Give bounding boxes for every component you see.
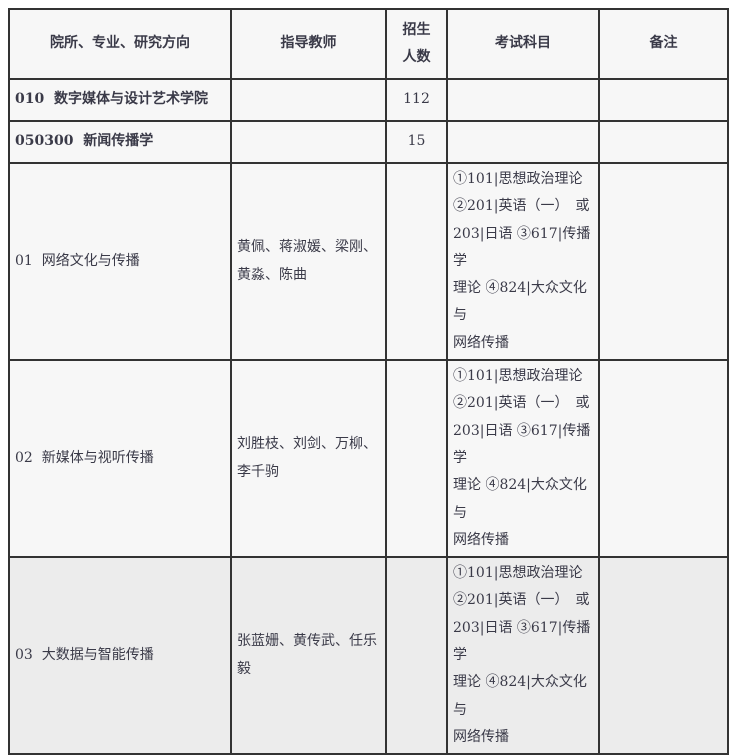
table-row-direction-03: 03 大数据与智能传播 张蓝姗、黄传武、任乐 毅 ①101|思想政治理论 ②20… xyxy=(8,556,729,755)
cell-remarks xyxy=(598,120,729,164)
cell-advisors: 刘胜枝、刘剑、万柳、 李千驹 xyxy=(230,359,387,559)
cell-direction: 03 大数据与智能传播 xyxy=(8,556,232,755)
cell-subjects: ①101|思想政治理论 ②201|英语（一） 或 203|日语 ③617|传播学… xyxy=(446,556,600,755)
cell-enrollment: 15 xyxy=(385,120,448,164)
cell-enrollment xyxy=(385,161,448,362)
cell-enrollment xyxy=(385,359,448,559)
header-enrollment: 招生 人数 xyxy=(385,8,448,80)
cell-direction: 01 网络文化与传播 xyxy=(8,161,232,362)
cell-enrollment xyxy=(385,556,448,755)
admissions-table: 院所、专业、研究方向 指导教师 招生 人数 考试科目 备注 010 数字媒体与设… xyxy=(8,8,729,755)
cell-direction: 010 数字媒体与设计艺术学院 xyxy=(8,78,232,122)
table-row-direction-02: 02 新媒体与视听传播 刘胜枝、刘剑、万柳、 李千驹 ①101|思想政治理论 ②… xyxy=(8,359,729,559)
header-subjects: 考试科目 xyxy=(446,8,600,80)
cell-remarks xyxy=(598,556,729,755)
cell-direction: 02 新媒体与视听传播 xyxy=(8,359,232,559)
cell-advisors: 黄佩、蒋淑媛、梁刚、 黄淼、陈曲 xyxy=(230,161,387,362)
cell-subjects: ①101|思想政治理论 ②201|英语（一） 或 203|日语 ③617|传播学… xyxy=(446,161,600,362)
cell-advisors: 张蓝姗、黄传武、任乐 毅 xyxy=(230,556,387,755)
cell-remarks xyxy=(598,161,729,362)
cell-subjects xyxy=(446,78,600,122)
cell-subjects: ①101|思想政治理论 ②201|英语（一） 或 203|日语 ③617|传播学… xyxy=(446,359,600,559)
table-header-row: 院所、专业、研究方向 指导教师 招生 人数 考试科目 备注 xyxy=(8,8,729,80)
cell-advisors xyxy=(230,120,387,164)
cell-remarks xyxy=(598,78,729,122)
header-remarks: 备注 xyxy=(598,8,729,80)
page-background: 院所、专业、研究方向 指导教师 招生 人数 考试科目 备注 010 数字媒体与设… xyxy=(8,8,729,755)
header-advisors: 指导教师 xyxy=(230,8,387,80)
table-row-direction-01: 01 网络文化与传播 黄佩、蒋淑媛、梁刚、 黄淼、陈曲 ①101|思想政治理论 … xyxy=(8,161,729,362)
cell-enrollment: 112 xyxy=(385,78,448,122)
table-row-institute: 010 数字媒体与设计艺术学院 112 xyxy=(8,78,729,122)
cell-direction: 050300 新闻传播学 xyxy=(8,120,232,164)
cell-advisors xyxy=(230,78,387,122)
cell-remarks xyxy=(598,359,729,559)
table-row-major: 050300 新闻传播学 15 xyxy=(8,120,729,164)
cell-subjects xyxy=(446,120,600,164)
header-direction: 院所、专业、研究方向 xyxy=(8,8,232,80)
